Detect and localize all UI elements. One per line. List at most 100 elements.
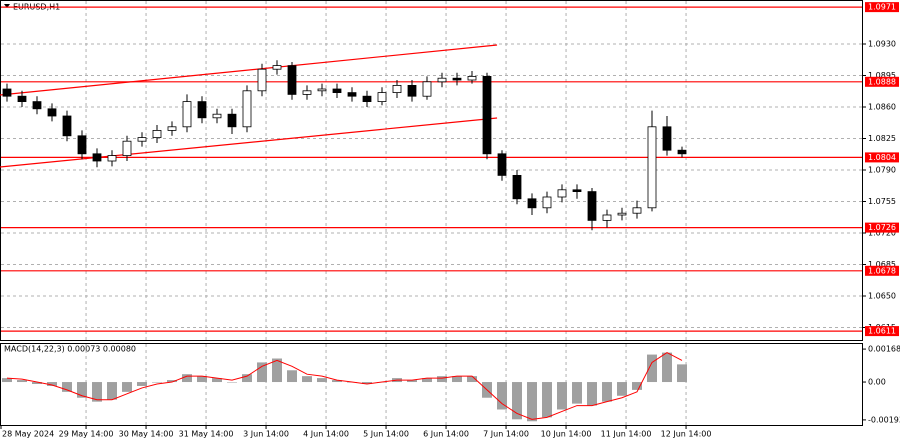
candle-body <box>137 137 147 142</box>
macd-bar <box>437 376 447 383</box>
macd-bar <box>17 380 27 383</box>
macd-bar <box>677 364 687 383</box>
candle-body <box>287 65 297 95</box>
candle-body <box>32 101 42 110</box>
macd-signal-line <box>6 352 683 420</box>
candle-body <box>347 92 357 97</box>
level-label: 1.0726 <box>868 223 896 232</box>
macd-bar <box>662 352 672 383</box>
level-label-bg <box>865 2 899 13</box>
macd-bar <box>122 382 132 392</box>
candle-body <box>392 85 402 94</box>
macd-y-tick-label: 0.00 <box>868 378 886 387</box>
x-tick-label: 10 Jun 14:00 <box>541 430 592 439</box>
level-label: 1.0971 <box>868 3 896 12</box>
candle-body <box>317 88 327 92</box>
candle-body <box>467 76 477 81</box>
candle-body <box>422 81 432 97</box>
candle-body <box>332 88 342 94</box>
candle-body <box>587 191 597 221</box>
macd-bar <box>647 354 657 383</box>
y-tick-label: 1.0720 <box>868 228 896 237</box>
x-tick-label: 11 Jun 14:00 <box>601 430 652 439</box>
candle-body <box>77 135 87 155</box>
macd-bar <box>272 358 282 383</box>
macd-bar <box>407 380 417 383</box>
candle-body <box>437 77 447 83</box>
macd-bar <box>287 370 297 383</box>
level-label: 1.0888 <box>868 77 896 86</box>
y-tick-label: 1.0790 <box>868 166 896 175</box>
macd-bar <box>497 382 507 410</box>
candle-body <box>647 126 657 209</box>
macd-bar <box>542 382 552 418</box>
macd-y-tick-label: -0.00193 <box>868 415 900 424</box>
x-tick-label: 12 Jun 14:00 <box>661 430 712 439</box>
macd-bar <box>422 378 432 383</box>
macd-bar <box>302 376 312 383</box>
candle-body <box>407 85 417 97</box>
candle-body <box>452 77 462 81</box>
candle-body <box>632 207 642 214</box>
level-label: 1.0611 <box>868 327 896 336</box>
candle-body <box>602 214 612 221</box>
macd-bar <box>617 382 627 396</box>
macd-bar <box>362 382 372 384</box>
level-label-bg <box>865 152 899 163</box>
x-tick-label: 31 May 14:00 <box>179 430 234 439</box>
candle-body <box>482 76 492 155</box>
candle-body <box>617 212 627 216</box>
candle-body <box>152 130 162 139</box>
candle-body <box>497 153 507 176</box>
macd-bar <box>632 382 642 390</box>
level-label-bg <box>865 222 899 233</box>
macd-bar <box>572 382 582 404</box>
macd-bar <box>242 374 252 383</box>
y-tick-label: 1.0860 <box>868 103 896 112</box>
macd-bar <box>152 382 162 383</box>
candle-body <box>512 174 522 200</box>
candle-body <box>227 113 237 128</box>
macd-bar <box>332 380 342 383</box>
x-tick-label: 30 May 14:00 <box>119 430 174 439</box>
candle-body <box>302 90 312 95</box>
trend-line <box>0 117 498 168</box>
macd-bar <box>512 382 522 420</box>
candle-body <box>677 149 687 155</box>
candle-body <box>362 95 372 103</box>
macd-panel-frame <box>0 343 863 426</box>
macd-bar <box>227 382 237 383</box>
macd-y-tick-label: 0.00168 <box>868 345 900 354</box>
candle-body <box>272 65 282 70</box>
macd-bar <box>107 382 117 400</box>
candle-body <box>182 101 192 128</box>
macd-bar <box>587 382 597 406</box>
candle-body <box>122 140 132 157</box>
level-label: 1.0804 <box>868 153 896 162</box>
candle-body <box>377 92 387 103</box>
macd-bar <box>527 382 537 422</box>
candle-body <box>167 126 177 131</box>
candle-body <box>527 198 537 209</box>
x-tick-label: 5 Jun 14:00 <box>363 430 409 439</box>
x-tick-label: 29 May 14:00 <box>59 430 114 439</box>
level-label-bg <box>865 326 899 337</box>
macd-bar <box>257 362 267 383</box>
macd-bar <box>557 382 567 410</box>
y-tick-label: 1.0755 <box>868 197 896 206</box>
macd-bar <box>452 376 462 383</box>
y-tick-label: 1.0685 <box>868 260 896 269</box>
symbol-icon <box>4 4 10 8</box>
candle-body <box>572 189 582 192</box>
candle-body <box>542 196 552 209</box>
candle-body <box>2 88 12 97</box>
macd-label: MACD(14,22,3) 0.00073 0.00080 <box>4 345 136 354</box>
macd-bar <box>317 378 327 383</box>
candle-body <box>107 155 117 162</box>
candle-body <box>557 189 567 198</box>
x-tick-label: 4 Jun 14:00 <box>303 430 349 439</box>
macd-bar <box>137 382 147 386</box>
macd-bar <box>197 376 207 383</box>
